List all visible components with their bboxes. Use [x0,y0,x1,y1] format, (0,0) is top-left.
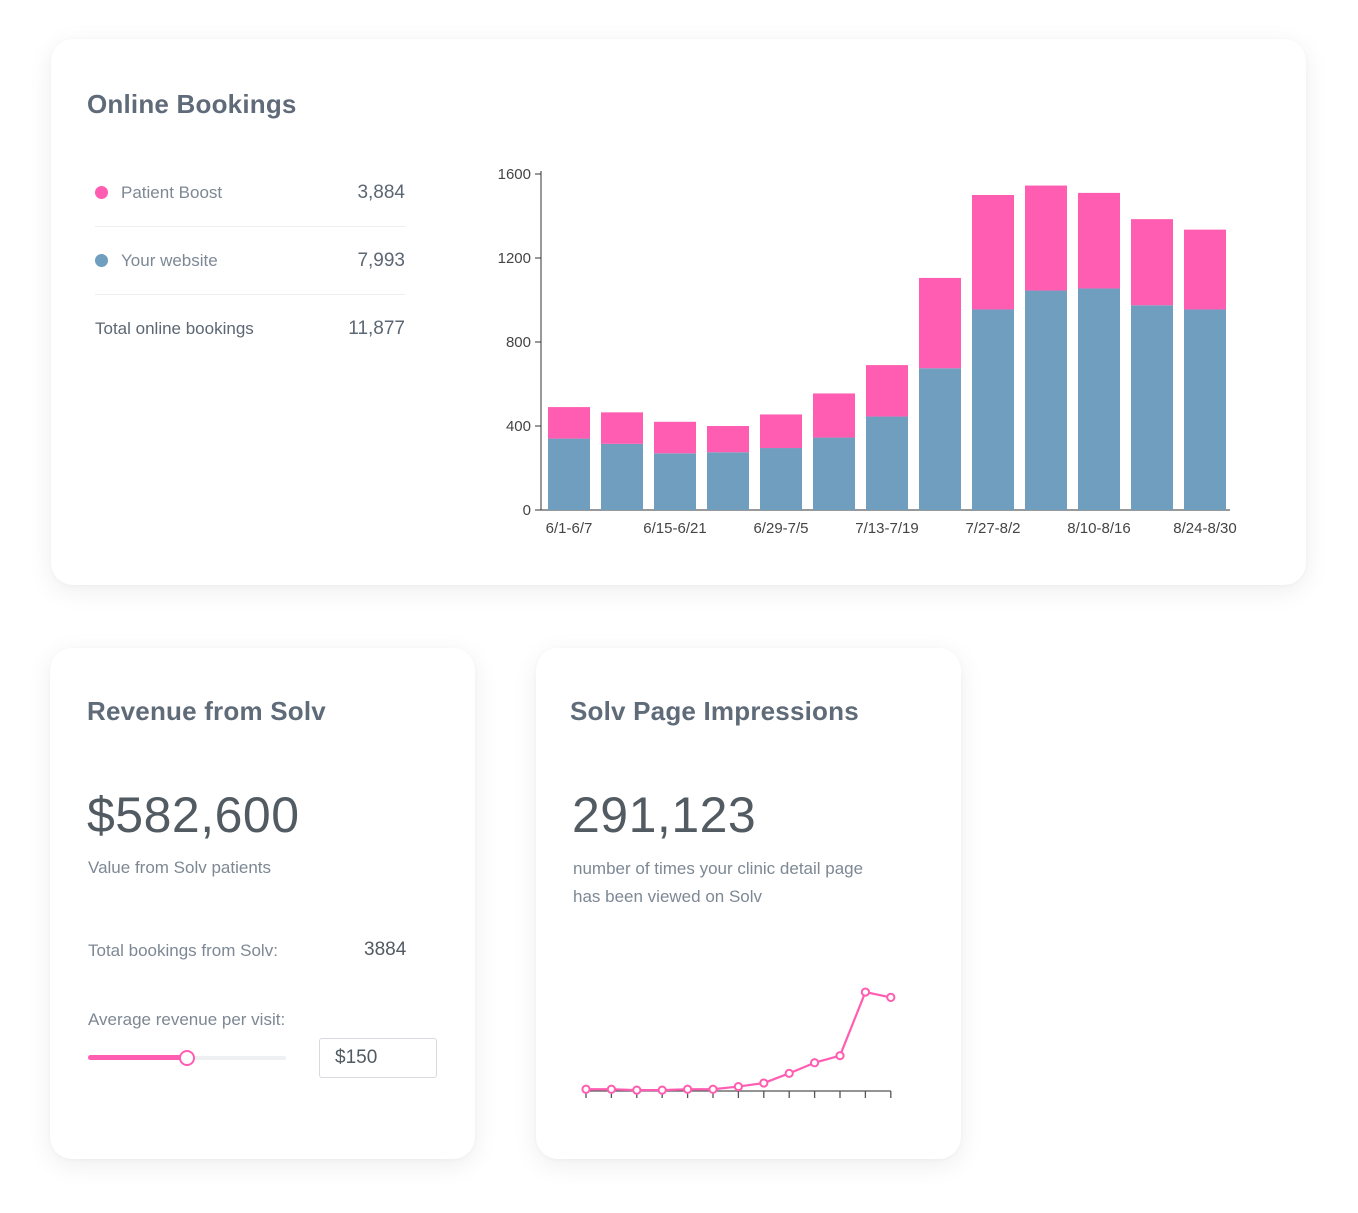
total-bookings-value: 3884 [364,939,407,960]
data-point [632,1085,642,1095]
slider-fill [88,1055,187,1060]
avg-revenue-slider[interactable] [88,1050,286,1066]
legend-row-total: Total online bookings 11,877 [95,295,405,362]
bar-patient-boost [654,421,696,454]
bar-your-website [1131,305,1173,510]
data-point [683,1084,693,1094]
data-point [810,1058,820,1068]
revenue-title: Revenue from Solv [87,696,326,726]
bar-your-website [866,416,908,510]
revenue-value: $582,600 [87,787,300,843]
bar-your-website [760,448,802,510]
bar-patient-boost [601,412,643,444]
bar-your-website [1078,288,1120,510]
x-tick-label: 7/13-7/19 [855,520,918,537]
y-tick-label: 1600 [498,166,531,183]
bar-patient-boost [1025,185,1067,291]
slider-handle[interactable] [179,1050,195,1066]
bar-patient-boost [919,277,961,369]
data-point [581,1084,591,1094]
legend-label: Your website [121,250,218,270]
impressions-line [586,990,892,1092]
impressions-title: Solv Page Impressions [570,696,859,726]
legend-row-your-website: Your website 7,993 [95,227,405,295]
y-tick-label: 0 [523,502,531,519]
legend-value: 3,884 [357,181,405,203]
bar-patient-boost [866,365,908,417]
impressions-line-chart [581,987,896,1098]
impressions-card: Solv Page Impressions 291,123 number of … [536,648,961,1159]
bar-patient-boost [1131,219,1173,306]
data-point [657,1085,667,1095]
bar-your-website [654,453,696,510]
legend-label: Patient Boost [121,182,223,202]
bar-your-website [813,437,855,510]
impressions-value: 291,123 [572,787,757,843]
bar-patient-boost [1078,192,1120,289]
data-point [860,987,870,997]
legend-row-patient-boost: Patient Boost 3,884 [95,159,405,227]
bar-patient-boost [813,393,855,438]
bar-patient-boost [1184,229,1226,310]
total-bookings-label: Total bookings from Solv: [88,941,278,960]
data-point [784,1068,794,1078]
bar-your-website [601,443,643,510]
data-point [759,1078,769,1088]
online-bookings-title: Online Bookings [87,89,297,119]
y-tick-label: 1200 [498,250,531,267]
bar-your-website [548,438,590,510]
patient-boost-dot-icon [95,186,108,199]
bar-patient-boost [707,426,749,453]
x-tick-label: 6/29-7/5 [753,520,808,537]
bar-your-website [972,309,1014,510]
x-tick-label: 6/1-6/7 [546,520,593,537]
bar-your-website [1184,309,1226,510]
data-point [708,1084,718,1094]
online-bookings-card: Online Bookings Patient Boost 3,884 Your… [51,39,1306,585]
avg-revenue-label: Average revenue per visit: [88,1010,286,1029]
bar-patient-boost [972,195,1014,310]
impressions-subtitle: number of times your clinic detail page … [573,859,864,906]
data-point [606,1084,617,1094]
revenue-subtitle: Value from Solv patients [88,858,271,877]
bookings-bar-chart: 0 400 800 1200 1600 6/1-6/7 6/15-6/21 6/29-7/5 7… [498,166,1237,537]
bookings-legend: Patient Boost 3,884 Your website 7,993 T… [95,159,405,362]
bar-your-website [1025,290,1067,510]
bar-your-website [707,452,749,510]
revenue-card: Revenue from Solv $582,600 Value from So… [50,648,475,1159]
y-tick-label: 400 [506,418,531,435]
x-tick-label: 6/15-6/21 [643,520,706,537]
x-tick-label: 8/24-8/30 [1173,520,1236,537]
bar-patient-boost [548,407,590,439]
avg-revenue-input[interactable] [319,1038,437,1078]
bar-your-website [919,368,961,510]
bar-patient-boost [760,414,802,449]
data-point [886,992,896,1002]
legend-value: 7,993 [357,249,405,271]
your-website-dot-icon [95,254,108,267]
data-point [835,1051,845,1061]
total-label: Total online bookings [95,318,254,338]
data-point [733,1081,743,1092]
total-value: 11,877 [348,317,405,339]
x-tick-label: 8/10-8/16 [1067,520,1130,537]
y-tick-label: 800 [506,334,531,351]
x-tick-label: 7/27-8/2 [965,520,1020,537]
